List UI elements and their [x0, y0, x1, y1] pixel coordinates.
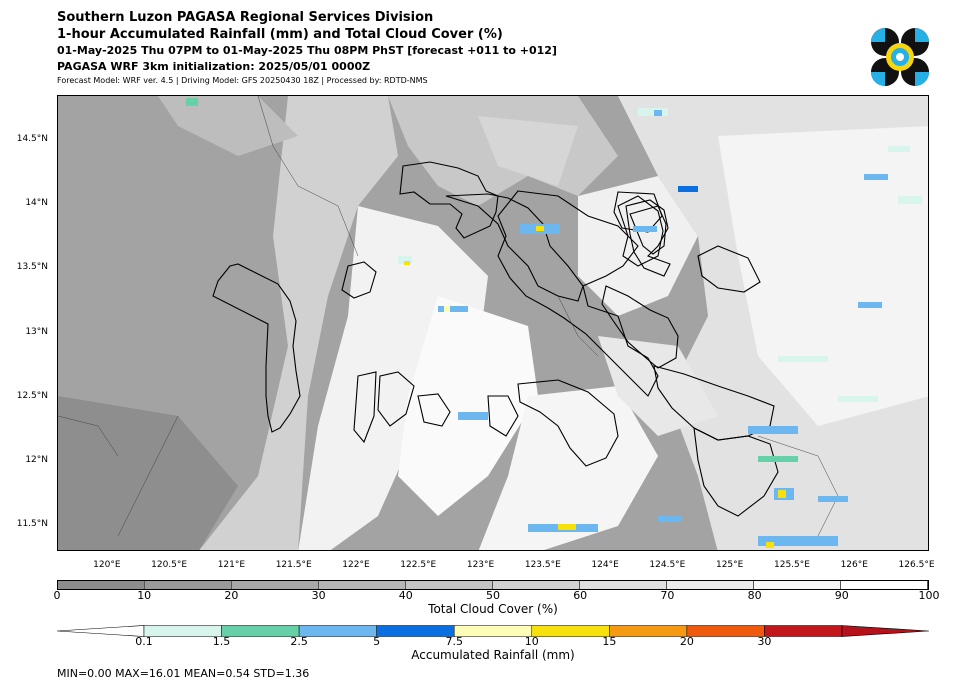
sibuyan-island [417, 393, 451, 427]
rain-colorbar-segment [376, 625, 455, 637]
longitude-label: 121.5°E [275, 560, 312, 570]
latitude-label: 12°N [25, 455, 48, 466]
latitude-label: 14.5°N [16, 133, 48, 144]
rain-colorbar-segment [298, 625, 377, 637]
longitude-label: 126°E [840, 560, 868, 570]
rainfall-patches [186, 98, 922, 548]
rain-colorbar-segment [143, 625, 222, 637]
cloud-colorbar-segment [841, 581, 928, 589]
map-title: Southern Luzon PAGASA Regional Services … [57, 10, 434, 25]
rain-colorbar-tick: 2.5 [290, 635, 308, 648]
cloud-cover-pattern [58, 96, 928, 550]
initialization-time: PAGASA WRF 3km initialization: 2025/05/0… [57, 60, 371, 73]
cloud-cover-colorbar [57, 580, 929, 590]
longitude-label: 126.5°E [898, 560, 935, 570]
cloud-colorbar-segment [319, 581, 406, 589]
cloud-colorbar-tick: 90 [834, 589, 849, 602]
cloud-colorbar-tick: 50 [486, 589, 500, 602]
longitude-label: 120°E [93, 560, 121, 570]
rain-colorbar-min-extend [57, 625, 145, 637]
latitude-label: 13.5°N [16, 262, 48, 273]
cloud-colorbar-segment [667, 581, 754, 589]
rain-colorbar-segment [221, 625, 300, 637]
rainfall-cloud-map [57, 95, 929, 551]
cloud-colorbar-tick: 0 [53, 589, 61, 602]
rain-colorbar-tick: 30 [757, 635, 772, 648]
cloud-colorbar-tick: 40 [398, 589, 413, 602]
samar-central [693, 427, 779, 517]
rain-colorbar-tick: 0.1 [135, 635, 153, 648]
longitude-label: 122°E [342, 560, 370, 570]
rain-colorbar-tick: 15 [602, 635, 617, 648]
longitude-label: 121°E [217, 560, 246, 570]
cloud-colorbar-tick: 70 [660, 589, 675, 602]
model-info: Forecast Model: WRF ver. 4.5 | Driving M… [57, 76, 428, 85]
ticao-masbate [517, 379, 619, 467]
rain-colorbar-tick: 20 [679, 635, 694, 648]
coastlines [212, 161, 779, 517]
rain-colorbar-tick: 5 [373, 635, 381, 648]
rain-colorbar-max-extend [841, 625, 929, 637]
cloud-colorbar-segment [232, 581, 319, 589]
cloud-colorbar-tick: 10 [137, 589, 152, 602]
rain-colorbar-segment [686, 625, 765, 637]
cloud-colorbar-tick: 20 [224, 589, 239, 602]
cloud-colorbar-tick: 60 [573, 589, 588, 602]
romblon [353, 371, 377, 444]
rain-colorbar-tick: 1.5 [212, 635, 231, 648]
northern-samar-isl [697, 245, 761, 293]
latitude-label: 11.5°N [16, 519, 48, 530]
mindoro-island [212, 263, 301, 433]
cloud-colorbar-tick: 100 [918, 589, 940, 602]
longitude-label: 122.5°E [400, 560, 437, 570]
rain-colorbar-segment [764, 625, 843, 637]
catanduanes-coast [625, 199, 671, 277]
map-canvas [58, 96, 928, 550]
cloud-colorbar-segment [406, 581, 493, 589]
pagasa-logo-icon [871, 28, 929, 86]
longitude-label: 123.5°E [524, 560, 561, 570]
rain-colorbar-tick: 10 [524, 635, 539, 648]
bicol-peninsula [497, 190, 659, 397]
valid-time: 01-May-2025 Thu 07PM to 01-May-2025 Thu … [57, 44, 557, 57]
cloud-colorbar-segment [493, 581, 580, 589]
longitude-label: 120.5°E [151, 560, 188, 570]
cloud-colorbar-segment [145, 581, 232, 589]
rainfall-statistics: MIN=0.00 MAX=16.01 MEAN=0.54 STD=1.36 [57, 667, 310, 680]
tablas-island [377, 371, 415, 427]
cloud-colorbar-segment [580, 581, 667, 589]
cloud-colorbar-tick: 30 [311, 589, 326, 602]
rain-colorbar-segment [531, 625, 610, 637]
cloud-cover-colorbar-title: Total Cloud Cover (%) [428, 602, 558, 616]
marinduque-bondoc-coast [399, 161, 499, 239]
cloud-colorbar-segment [58, 581, 145, 589]
province-boundaries [58, 96, 839, 537]
latitude-label: 13°N [25, 326, 48, 337]
longitude-label: 125°E [715, 560, 744, 570]
rainfall-colorbar [57, 625, 929, 637]
map-subtitle: 1-hour Accumulated Rainfall (mm) and Tot… [57, 27, 503, 42]
rainfall-colorbar-title: Accumulated Rainfall (mm) [411, 648, 575, 662]
rain-colorbar-segment [453, 625, 533, 637]
bondoc-peninsula [445, 193, 584, 302]
burias-island [487, 395, 519, 437]
latitude-label: 12.5°N [16, 390, 48, 401]
longitude-label: 123°E [466, 560, 495, 570]
longitude-label: 124°E [591, 560, 619, 570]
cloud-colorbar-tick: 80 [747, 589, 762, 602]
longitude-label: 124.5°E [649, 560, 686, 570]
sorsogon [601, 285, 679, 369]
rain-colorbar-tick: 7.5 [445, 635, 463, 648]
rain-colorbar-segment [609, 625, 688, 637]
longitude-label: 125.5°E [773, 560, 810, 570]
cloud-colorbar-segment [754, 581, 841, 589]
latitude-label: 14°N [25, 198, 48, 209]
marinduque-island [341, 261, 377, 299]
